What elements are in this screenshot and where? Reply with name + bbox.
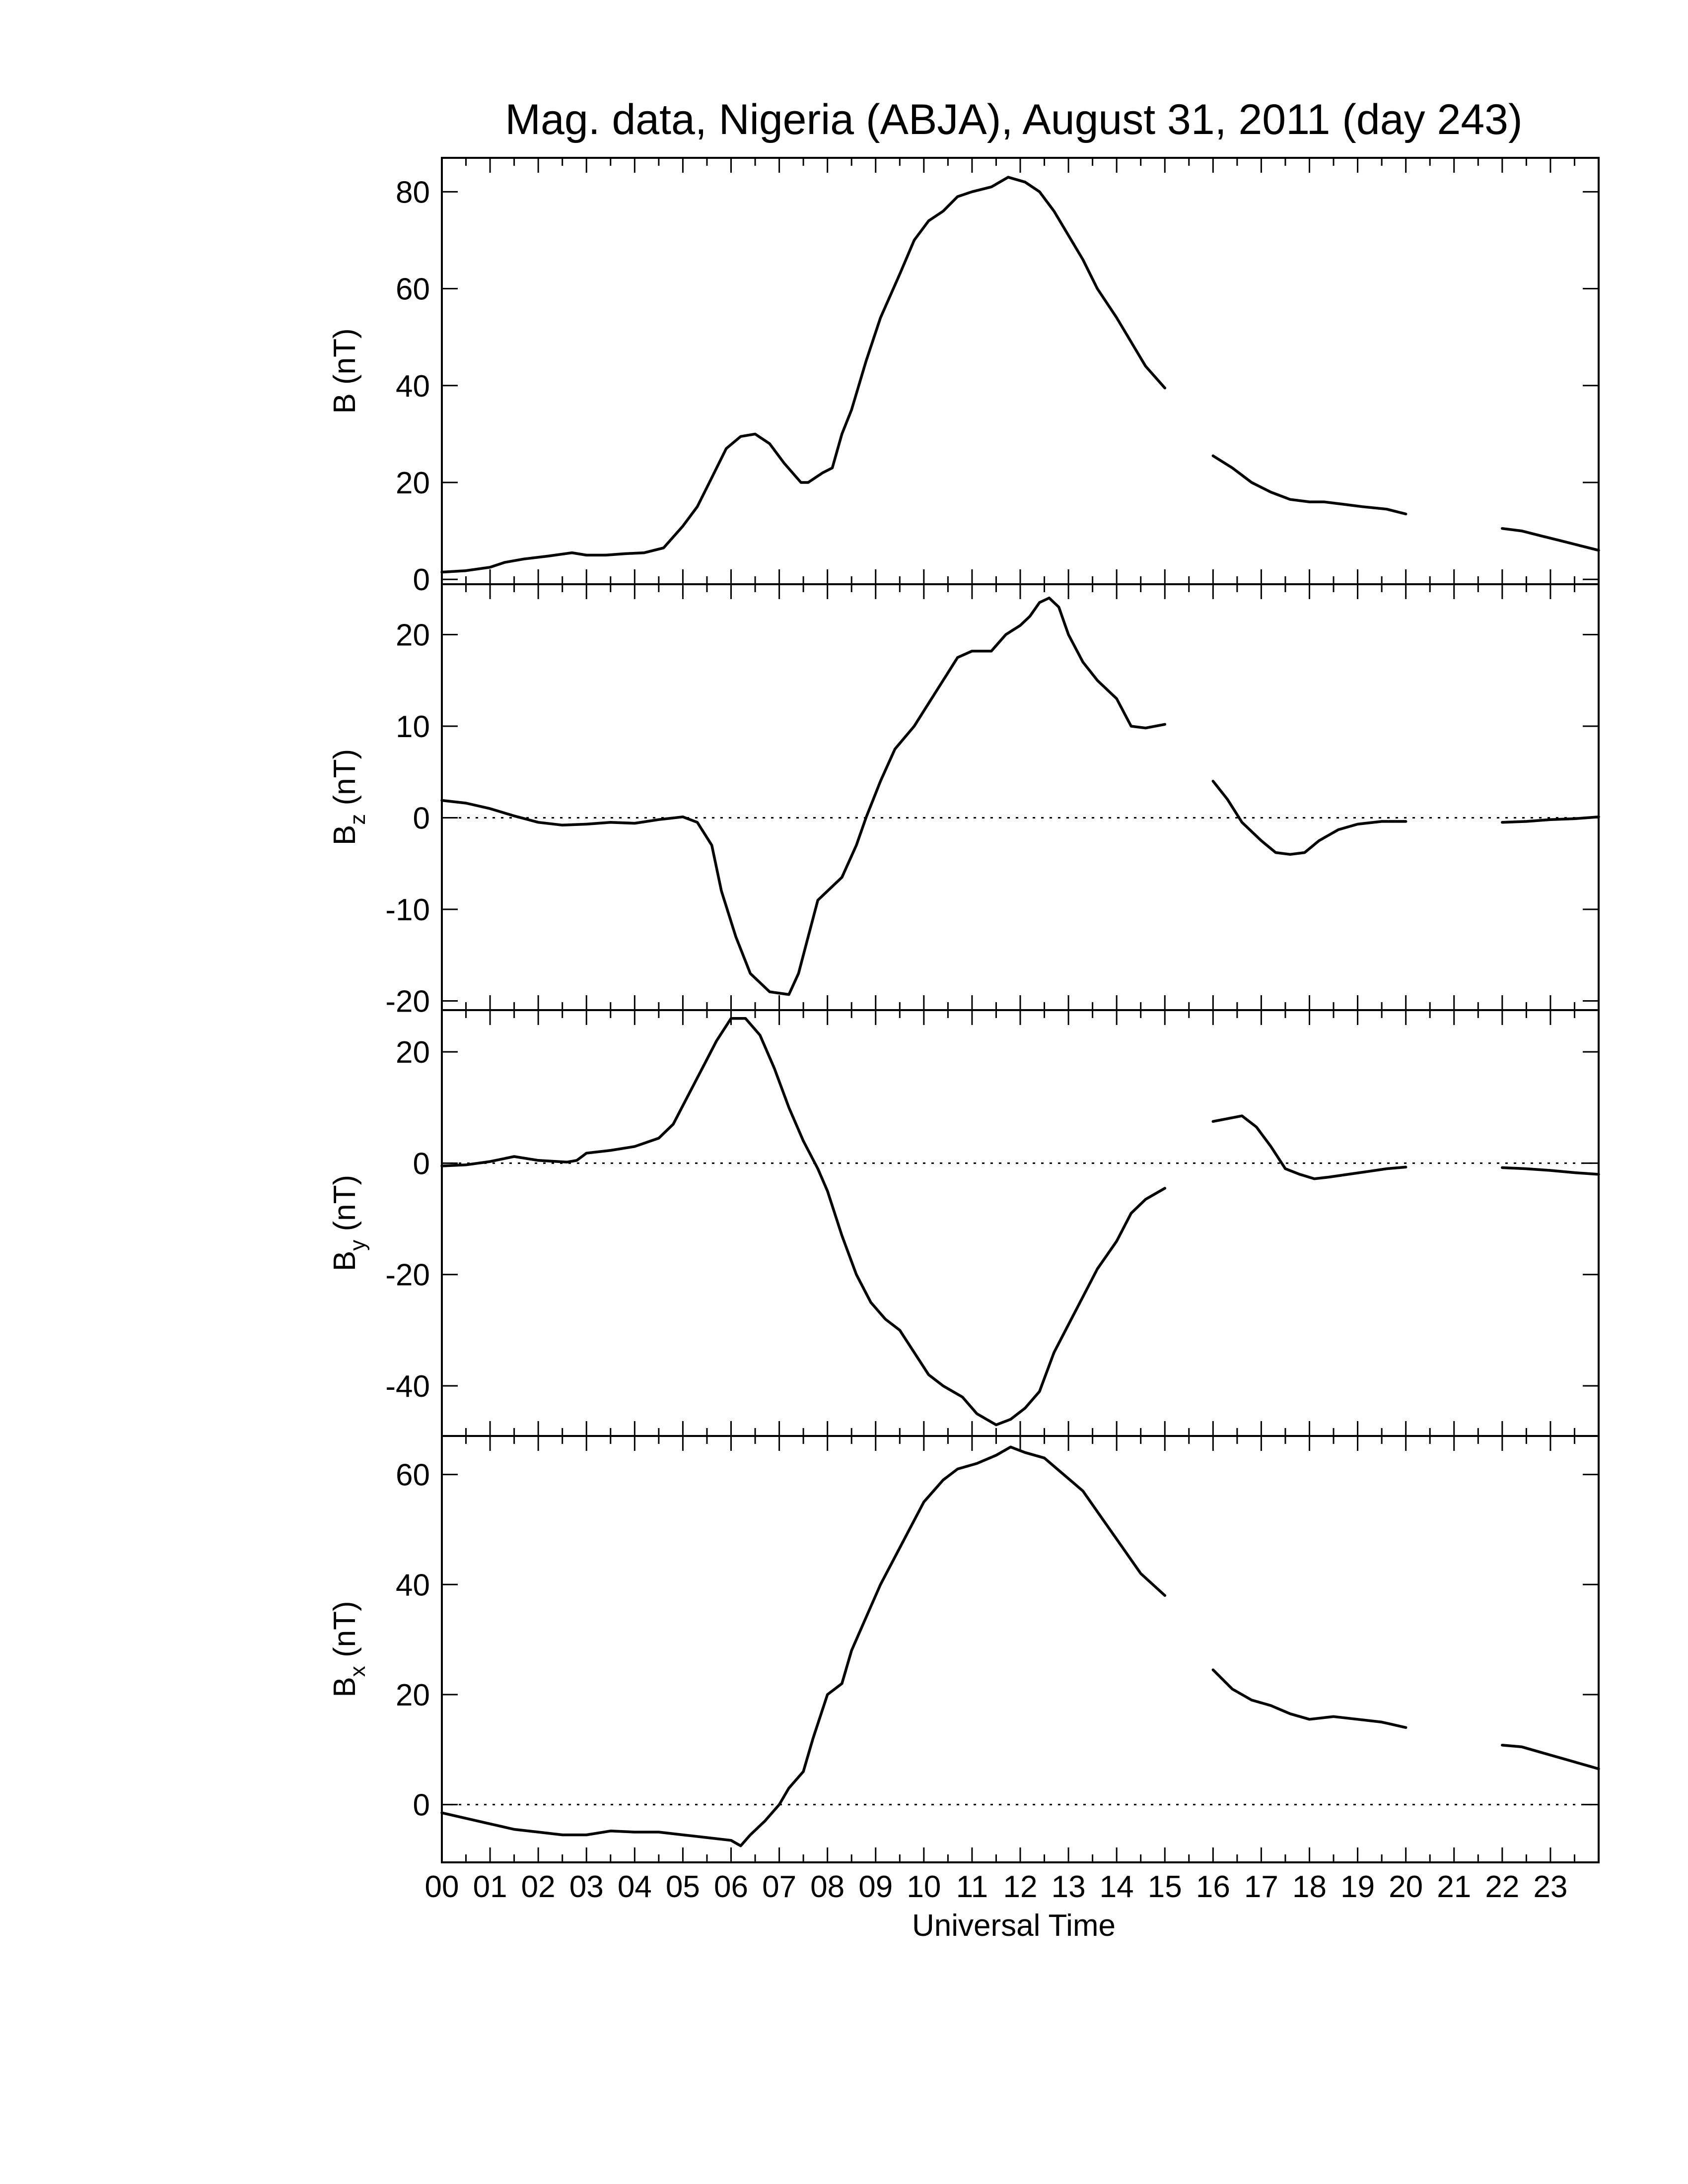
x-tick-label: 00 <box>425 1870 459 1904</box>
panel-2-frame <box>441 583 1600 1011</box>
y-axis-label-subscript: x <box>346 1666 370 1677</box>
y-axis-label: B (nT) <box>328 328 362 413</box>
x-tick-label: 22 <box>1485 1870 1519 1904</box>
x-tick-label: 10 <box>907 1870 941 1904</box>
panel-2-series-segment-2 <box>1211 779 1407 856</box>
panel-2-series-segment-1 <box>440 596 1167 996</box>
y-tick-label: 0 <box>413 1788 430 1823</box>
panel-3-series-segment-3 <box>1501 1166 1600 1176</box>
panel-3-frame <box>441 1009 1600 1437</box>
y-axis-label-base: B <box>328 1251 362 1271</box>
y-tick-label: -40 <box>385 1369 430 1404</box>
y-axis-label-subscript: y <box>346 1240 370 1251</box>
panel-4: 0 20 40 60 Bx (nT) <box>328 1435 1600 1863</box>
panel-4-series-segment-3 <box>1501 1744 1600 1771</box>
y-tick-label: 10 <box>396 710 430 744</box>
panel-3-series-segment-2 <box>1211 1114 1407 1180</box>
panels: 0 20 40 60 80 B (nT) -20 -10 0 10 20 Bz (nT) -40 -20 0… <box>328 157 1600 1863</box>
x-tick-label: 17 <box>1244 1870 1278 1904</box>
y-tick-label: 40 <box>396 369 430 404</box>
x-tick-label: 06 <box>714 1870 748 1904</box>
y-tick-label: 20 <box>396 1678 430 1712</box>
y-tick-label: -20 <box>385 985 430 1019</box>
y-tick-label: 0 <box>413 1147 430 1181</box>
x-tick-label: 23 <box>1533 1870 1567 1904</box>
panel-4-series-segment-1 <box>440 1445 1167 1847</box>
x-tick-label: 19 <box>1340 1870 1375 1904</box>
x-tick-label: 02 <box>521 1870 556 1904</box>
y-axis-label-subscript: z <box>346 814 370 825</box>
panel-2-series-segment-3 <box>1501 815 1600 824</box>
x-tick-label: 20 <box>1389 1870 1423 1904</box>
y-axis-label-base: B <box>328 825 362 845</box>
x-tick-label: 15 <box>1148 1870 1182 1904</box>
x-tick-label: 07 <box>762 1870 796 1904</box>
y-axis-label-base: B <box>328 1677 362 1697</box>
x-axis-label: Universal Time <box>912 1909 1116 1943</box>
panel-4-frame <box>441 1435 1600 1863</box>
y-axis-label: Bx (nT) <box>328 1601 370 1697</box>
panel-1: 0 20 40 60 80 B (nT) <box>328 157 1600 597</box>
x-tick-labels: 00 01 02 03 04 05 06 07 08 09 10 11 12 13 14 15 16 17 18 19… <box>425 1870 1568 1904</box>
y-axis-label-unit: (nT) <box>328 1175 362 1240</box>
panel-1-frame <box>441 157 1600 585</box>
x-tick-label: 12 <box>1003 1870 1038 1904</box>
x-tick-label: 16 <box>1196 1870 1230 1904</box>
y-tick-label: 20 <box>396 1035 430 1070</box>
panel-1-series-segment-2 <box>1211 454 1407 516</box>
chart-title: Mag. data, Nigeria (ABJA), August 31, 20… <box>505 96 1522 143</box>
x-tick-label: 11 <box>956 1870 988 1904</box>
y-axis-label-base: B <box>328 393 362 413</box>
y-axis-label: Bz (nT) <box>328 749 370 845</box>
panel-3: -40 -20 0 20 By (nT) <box>328 1009 1600 1437</box>
y-tick-label: 0 <box>413 563 430 597</box>
x-tick-label: 08 <box>810 1870 844 1904</box>
y-axis-label: By (nT) <box>328 1175 370 1271</box>
y-axis-label-unit: (nT) <box>328 328 362 393</box>
x-tick-label: 05 <box>666 1870 700 1904</box>
y-axis-label-unit: (nT) <box>328 749 362 814</box>
panel-1-series-segment-1 <box>440 176 1167 574</box>
y-axis-label-unit: (nT) <box>328 1601 362 1666</box>
panel-4-series-segment-2 <box>1211 1668 1407 1729</box>
x-tick-label: 04 <box>618 1870 652 1904</box>
y-tick-label: 60 <box>396 1458 430 1493</box>
x-tick-label: 14 <box>1100 1870 1134 1904</box>
y-tick-label: 20 <box>396 466 430 500</box>
x-tick-label: 18 <box>1292 1870 1327 1904</box>
y-tick-label: 60 <box>396 273 430 307</box>
y-tick-label: 80 <box>396 175 430 209</box>
x-tick-label: 09 <box>858 1870 893 1904</box>
x-tick-label: 13 <box>1052 1870 1086 1904</box>
y-tick-label: 0 <box>413 802 430 836</box>
panel-3-series-segment-1 <box>440 1017 1167 1427</box>
x-tick-label: 03 <box>569 1870 604 1904</box>
x-tick-label: 01 <box>473 1870 507 1904</box>
x-tick-label: 21 <box>1437 1870 1471 1904</box>
panel-1-series-segment-3 <box>1501 527 1600 552</box>
y-tick-label: -10 <box>385 893 430 927</box>
y-tick-label: 20 <box>396 618 430 652</box>
panel-2: -20 -10 0 10 20 Bz (nT) <box>328 583 1600 1019</box>
y-tick-label: 40 <box>396 1568 430 1602</box>
y-tick-label: -20 <box>385 1258 430 1293</box>
